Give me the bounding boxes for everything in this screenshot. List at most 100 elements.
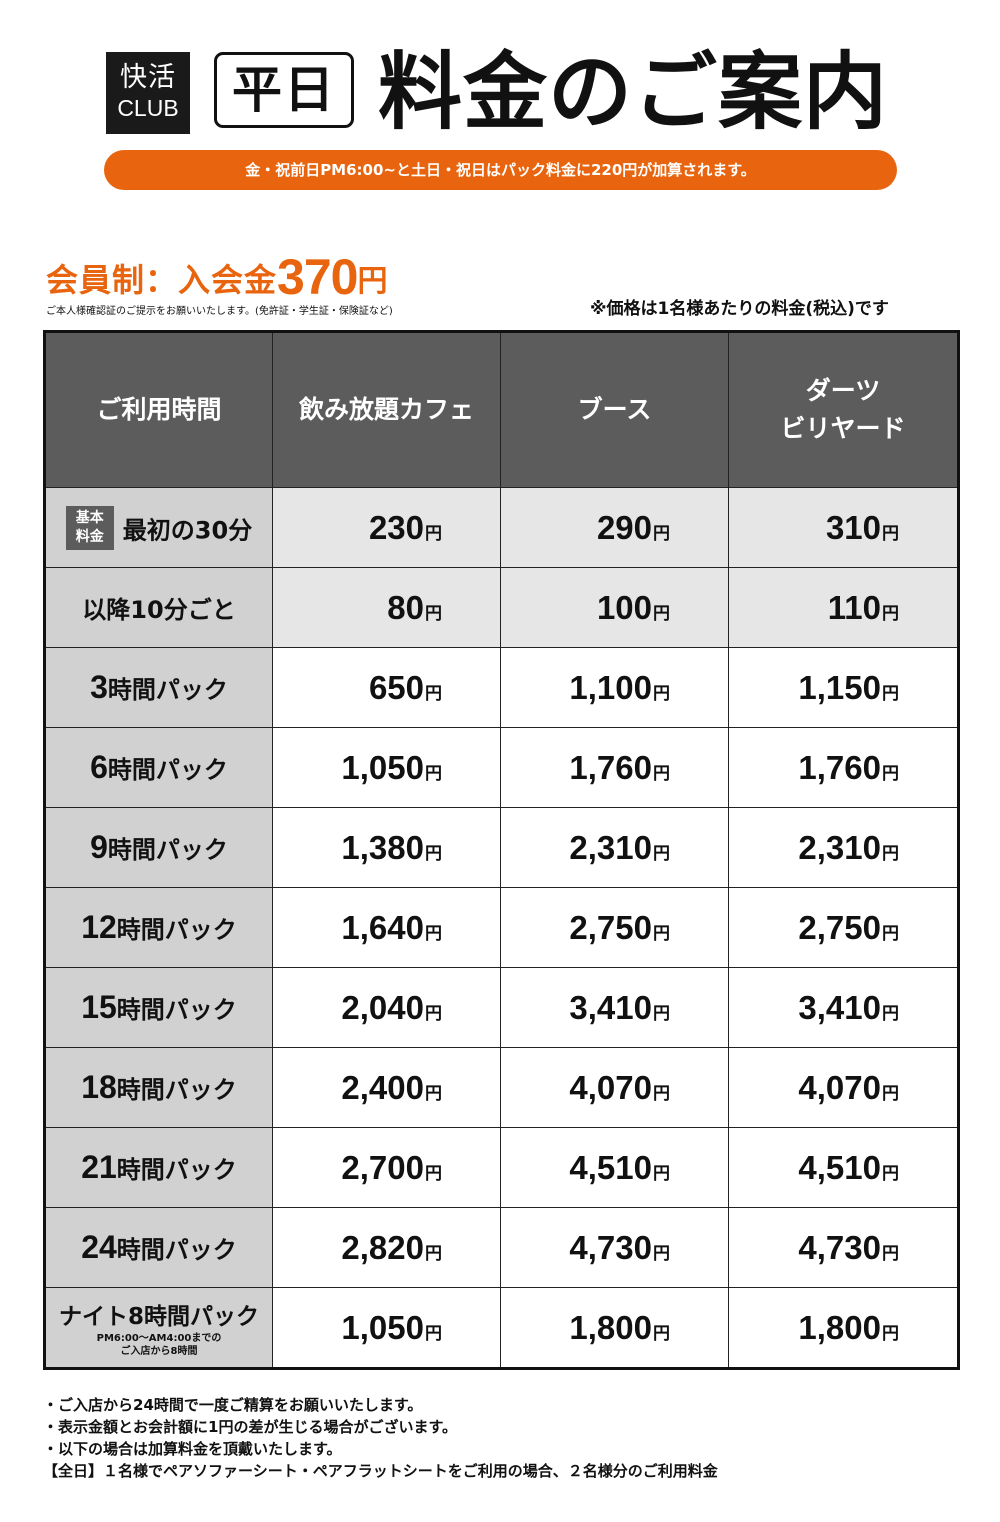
price-cell: 1,760円 [500,727,729,808]
yen-unit: 円 [653,1003,670,1024]
row-sub-note: ご入店から8時間 [120,1345,198,1357]
yen-unit: 円 [653,1163,670,1184]
price-cell: 4,510円 [728,1127,959,1208]
header-drink-cafe: 飲み放題カフェ [272,331,501,488]
base-fee-badge: 基本 料金 [65,505,114,550]
price-cell: 110円 [728,567,959,648]
row-label: 3時間パック [44,647,273,728]
yen-unit: 円 [882,523,899,544]
yen-unit: 円 [653,1083,670,1104]
price-cell: 2,820円 [272,1207,501,1288]
price-value: 1,760 [569,748,652,786]
price-value: 1,380 [341,828,424,866]
price-value: 2,310 [569,828,652,866]
row-hours: 9 [90,829,108,865]
table-row: 15時間パック 2,040円 3,410円 3,410円 [44,967,959,1048]
badge-line: 料金 [75,528,104,545]
membership-yen: 円 [357,264,388,299]
row-label-text: 時間パック [116,1076,237,1104]
footnote: 【全日】１名様でペアソファーシート・ペアフラットシートをご利用の場合、２名様分の… [43,1462,718,1480]
row-label: ナイト8時間パック PM6:00～AM4:00までの ご入店から8時間 [44,1287,273,1369]
price-cell: 2,310円 [728,807,959,888]
yen-unit: 円 [882,843,899,864]
yen-unit: 円 [653,603,670,624]
price-cell: 100円 [500,567,729,648]
price-value: 4,070 [798,1068,881,1106]
yen-unit: 円 [653,1243,670,1264]
price-cell: 650円 [272,647,501,728]
logo-line2: CLUB [117,95,179,121]
yen-unit: 円 [882,1243,899,1264]
row-hours: 24 [81,1229,117,1265]
price-value: 4,730 [569,1228,652,1266]
yen-unit: 円 [882,683,899,704]
yen-unit: 円 [653,763,670,784]
price-value: 2,700 [341,1148,424,1186]
price-value: 1,760 [798,748,881,786]
row-label-text: 以降10分ごと [82,596,236,624]
yen-unit: 円 [425,683,442,704]
price-value: 1,640 [341,908,424,946]
price-cell: 1,640円 [272,887,501,968]
yen-unit: 円 [882,1083,899,1104]
yen-unit: 円 [425,603,442,624]
weekday-label: 平日 [214,52,354,128]
yen-unit: 円 [425,1083,442,1104]
price-cell: 1,800円 [728,1287,959,1369]
membership-label: 会員制：入会金 [46,261,278,299]
price-value: 80 [387,588,424,626]
yen-unit: 円 [425,843,442,864]
price-value: 230 [368,508,424,546]
yen-unit: 円 [425,1163,442,1184]
header-usage-time: ご利用時間 [44,331,273,488]
footnote: ・ご入店から24時間で一度ご精算をお願いいたします。 [43,1396,423,1414]
price-cell: 4,730円 [728,1207,959,1288]
row-label-text: 最初の30分 [122,516,253,544]
price-value: 1,050 [341,748,424,786]
price-cell: 1,050円 [272,727,501,808]
price-cell: 1,760円 [728,727,959,808]
table-row: 6時間パック 1,050円 1,760円 1,760円 [44,727,959,808]
yen-unit: 円 [882,763,899,784]
yen-unit: 円 [882,923,899,944]
surcharge-banner: 金・祝前日PM6:00~と土日・祝日はパック料金に220円が加算されます。 [104,150,897,190]
price-cell: 290円 [500,487,729,568]
price-value: 1,800 [798,1308,881,1346]
row-label-text: 時間パック [107,676,228,704]
price-cell: 2,310円 [500,807,729,888]
price-cell: 2,750円 [500,887,729,968]
yen-unit: 円 [425,1003,442,1024]
price-value: 4,510 [798,1148,881,1186]
price-cell: 1,050円 [272,1287,501,1369]
price-table: ご利用時間 飲み放題カフェ ブース ダーツ ビリヤード 基本 料金 最初の30分 230… [43,330,960,1370]
row-label-text: 時間パック [116,996,237,1024]
badge-line: 基本 [75,509,104,526]
table-row: 3時間パック 650円 1,100円 1,150円 [44,647,959,728]
row-hours: 3 [90,669,108,705]
price-cell: 4,510円 [500,1127,729,1208]
price-cell: 2,040円 [272,967,501,1048]
table-row: 12時間パック 1,640円 2,750円 2,750円 [44,887,959,968]
table-header-row: ご利用時間 飲み放題カフェ ブース ダーツ ビリヤード [44,331,959,488]
row-label: 24時間パック [44,1207,273,1288]
price-value: 2,310 [798,828,881,866]
yen-unit: 円 [425,923,442,944]
header-darts: ダーツ [805,376,881,405]
yen-unit: 円 [425,1323,442,1344]
row-hours: 12 [81,909,117,945]
yen-unit: 円 [653,683,670,704]
header-billiards: ビリヤード [780,414,906,443]
price-value: 3,410 [798,988,881,1026]
row-label-text: 時間パック [116,1156,237,1184]
row-label-text: 時間パック [116,1236,237,1264]
price-cell: 4,070円 [728,1047,959,1128]
yen-unit: 円 [425,763,442,784]
page-title: 料金のご案内 [378,43,889,141]
price-value: 4,070 [569,1068,652,1106]
yen-unit: 円 [653,843,670,864]
price-cell: 1,380円 [272,807,501,888]
price-value: 1,800 [569,1308,652,1346]
table-row: 基本 料金 最初の30分 230円 290円 310円 [44,487,959,568]
table-row: 18時間パック 2,400円 4,070円 4,070円 [44,1047,959,1128]
price-cell: 1,100円 [500,647,729,728]
